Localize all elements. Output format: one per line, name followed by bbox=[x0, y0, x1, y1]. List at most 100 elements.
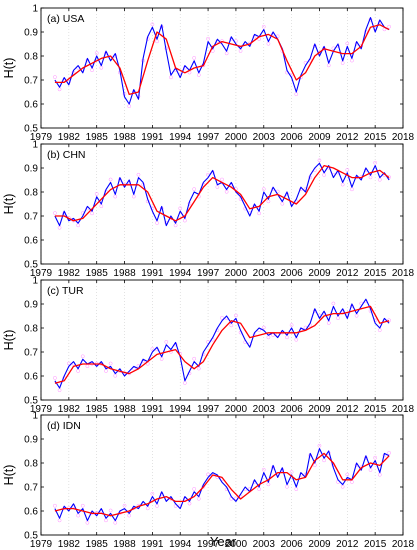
x-tick-label: 1991 bbox=[141, 132, 164, 143]
panel-label: (d) IDN bbox=[47, 420, 81, 432]
scatter-point bbox=[192, 56, 196, 60]
y-tick-label: 0.8 bbox=[24, 188, 38, 199]
scatter-point bbox=[257, 211, 261, 216]
y-tick-label: 0.7 bbox=[24, 483, 38, 494]
scatter-point bbox=[57, 225, 62, 230]
series-line-raw bbox=[54, 298, 390, 389]
x-tick-label: 2009 bbox=[308, 404, 331, 415]
x-tick-label: 1997 bbox=[197, 132, 220, 143]
scatter-point bbox=[206, 472, 210, 477]
scatter-point bbox=[94, 192, 99, 196]
x-tick-label: 1985 bbox=[86, 539, 109, 550]
scatter-point bbox=[336, 316, 340, 320]
scatter-point bbox=[313, 463, 317, 467]
plot-area bbox=[41, 144, 403, 264]
x-tick-label: 1997 bbox=[197, 539, 220, 550]
x-tick-label: 2018 bbox=[392, 404, 415, 415]
scatter-point bbox=[238, 49, 243, 53]
x-tick-label: 1979 bbox=[30, 268, 53, 279]
x-tick-label: 1994 bbox=[169, 132, 192, 143]
panel-label: (a) USA bbox=[47, 13, 84, 25]
scatter-point bbox=[340, 182, 345, 187]
scatter-point bbox=[155, 504, 159, 508]
scatter-point bbox=[99, 204, 104, 208]
x-tick-label: 2015 bbox=[364, 268, 387, 279]
panel-2: 1979 1982 1985 1988 1991 1994 1997 2000 2003 2006… bbox=[2, 140, 415, 280]
scatter-point bbox=[317, 158, 322, 163]
scatter-point bbox=[155, 221, 159, 225]
x-tick-label: 2000 bbox=[225, 539, 248, 550]
y-tick-label: 0.6 bbox=[24, 236, 38, 247]
scatter-point bbox=[387, 318, 391, 323]
scatter-point bbox=[192, 356, 196, 361]
y-tick-label: 0.7 bbox=[24, 212, 38, 223]
scatter-point bbox=[80, 503, 85, 508]
panels: 1979 1982 1985 1988 1991 1994 1997 2000 2003 2006… bbox=[2, 4, 415, 550]
scatter-point bbox=[294, 92, 299, 96]
x-tick-label: 1994 bbox=[169, 404, 192, 415]
x-tick-label: 2009 bbox=[308, 132, 331, 143]
scatter-point bbox=[266, 335, 271, 340]
y-tick-label: 0.7 bbox=[24, 348, 38, 359]
scatter-point bbox=[387, 451, 391, 455]
scatter-point bbox=[206, 36, 210, 41]
panel-4: 1979 1982 1985 1988 1991 1994 1997 2000 2003 2006… bbox=[2, 411, 415, 550]
x-tick-label: 1991 bbox=[141, 539, 164, 550]
series-line-smooth bbox=[54, 24, 390, 96]
scatter-point bbox=[354, 313, 359, 318]
scatter-point bbox=[90, 68, 94, 72]
scatter-point bbox=[257, 487, 261, 491]
scatter-point bbox=[387, 24, 391, 29]
scatter-point bbox=[183, 381, 187, 385]
scatter-point bbox=[67, 361, 71, 366]
x-tick-label: 1997 bbox=[197, 268, 220, 279]
x-tick-label: 2003 bbox=[253, 132, 276, 143]
scatter-point bbox=[215, 185, 220, 189]
scatter-point bbox=[145, 506, 150, 511]
x-tick-label: 1988 bbox=[113, 268, 136, 279]
y-axis-title: H(t) bbox=[2, 58, 16, 79]
scatter-point bbox=[76, 513, 80, 518]
x-tick-label: 1994 bbox=[169, 539, 192, 550]
x-tick-label: 2006 bbox=[280, 268, 303, 279]
x-tick-label: 1985 bbox=[86, 132, 109, 143]
plot-frame bbox=[40, 279, 404, 401]
scatter-point bbox=[220, 316, 224, 320]
scatter-point bbox=[317, 443, 322, 448]
y-tick-label: 0.8 bbox=[24, 52, 38, 63]
scatter-point bbox=[104, 518, 108, 523]
x-tick-label: 1985 bbox=[86, 268, 109, 279]
scatter-point bbox=[53, 211, 57, 215]
scatter-point bbox=[294, 337, 299, 342]
scatter-point bbox=[373, 455, 377, 460]
series-line-raw bbox=[54, 448, 390, 522]
scatter-point bbox=[266, 41, 271, 46]
y-tick-label: 0.9 bbox=[24, 435, 38, 446]
scatter-point bbox=[90, 211, 94, 216]
scatter-point bbox=[192, 187, 196, 191]
scatter-point bbox=[261, 467, 266, 472]
y-tick-label: 0.5 bbox=[24, 124, 38, 135]
x-tick-label: 2006 bbox=[280, 404, 303, 415]
panel-3: 1979 1982 1985 1988 1991 1994 1997 2000 2003 2006… bbox=[2, 276, 415, 416]
scatter-point bbox=[113, 373, 118, 378]
scatter-point bbox=[57, 518, 62, 523]
x-tick-label: 1982 bbox=[58, 132, 81, 143]
x-tick-label: 2003 bbox=[253, 268, 276, 279]
scatter-point bbox=[340, 484, 345, 489]
scatter-point bbox=[155, 39, 159, 44]
scatter-point bbox=[150, 491, 155, 496]
y-tick-label: 0.7 bbox=[24, 76, 38, 87]
scatter-point bbox=[159, 357, 164, 361]
x-tick-label: 1982 bbox=[58, 539, 81, 550]
scatter-point bbox=[183, 218, 187, 223]
x-tick-label: 2018 bbox=[392, 132, 415, 143]
y-tick-label: 0.6 bbox=[24, 507, 38, 518]
scatter-point bbox=[377, 177, 382, 182]
x-tick-label: 2012 bbox=[336, 539, 359, 550]
x-tick-label: 1991 bbox=[141, 404, 164, 415]
x-tick-label: 1994 bbox=[169, 268, 192, 279]
x-tick-label: 2015 bbox=[364, 404, 387, 415]
y-tick-label: 0.5 bbox=[24, 260, 38, 271]
